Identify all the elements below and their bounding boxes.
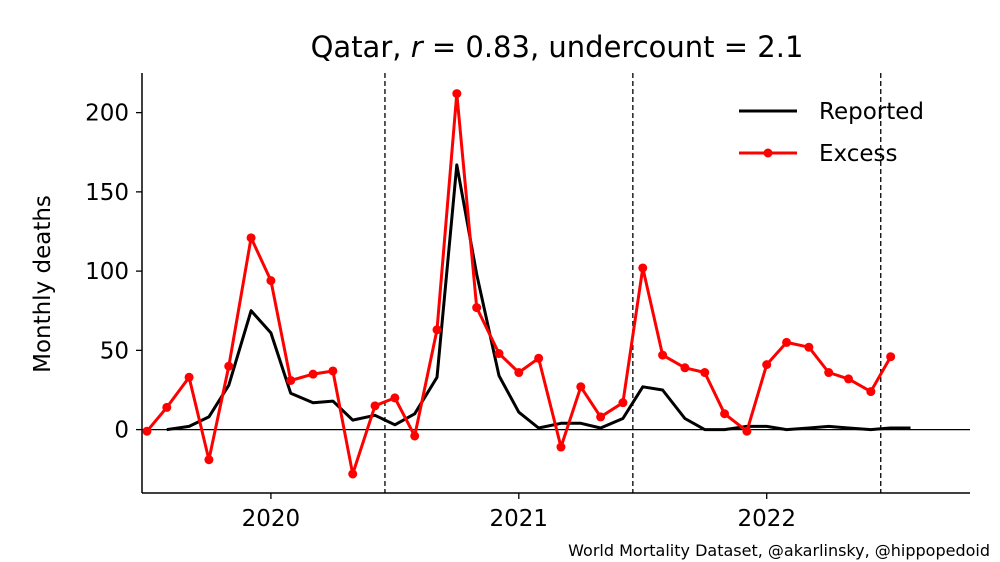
data-point-excess-14: [432, 325, 442, 335]
data-point-excess-25: [658, 350, 668, 360]
legend: Reported Excess: [739, 99, 924, 167]
y-tick-label-100: 100: [85, 259, 129, 285]
data-point-excess-4: [224, 361, 234, 371]
data-point-excess-18: [514, 368, 524, 378]
x-tick-label-2021: 2021: [490, 506, 549, 532]
data-point-excess-34: [844, 374, 854, 384]
data-point-excess-33: [824, 368, 834, 378]
data-point-excess-17: [494, 349, 504, 359]
data-point-excess-13: [410, 431, 420, 441]
credit-text: World Mortality Dataset, @akarlinsky, @h…: [568, 541, 990, 560]
data-point-excess-26: [680, 363, 690, 373]
data-point-excess-9: [328, 366, 338, 376]
data-point-excess-29: [742, 426, 752, 436]
legend-label-reported: Reported: [819, 99, 924, 125]
y-tick-label-0: 0: [114, 418, 129, 444]
data-point-excess-16: [472, 303, 482, 313]
y-tick-label-200: 200: [85, 101, 129, 127]
data-point-excess-19: [534, 353, 544, 363]
legend-label-excess: Excess: [819, 141, 898, 167]
series-line-reported: [166, 163, 911, 432]
data-point-excess-8: [308, 369, 318, 379]
data-point-excess-24: [638, 263, 648, 273]
data-point-excess-6: [266, 276, 276, 286]
data-point-excess-3: [204, 455, 214, 465]
data-point-excess-10: [348, 469, 358, 479]
data-point-excess-30: [762, 360, 772, 370]
y-tick-label-150: 150: [85, 180, 129, 206]
data-point-excess-21: [576, 382, 586, 392]
data-point-excess-28: [720, 409, 730, 419]
data-point-excess-1: [162, 402, 172, 412]
series-line-excess: [145, 92, 893, 476]
data-point-excess-2: [184, 372, 194, 382]
data-point-excess-36: [886, 352, 896, 362]
data-point-excess-7: [286, 375, 296, 385]
data-point-excess-15: [452, 89, 462, 99]
data-point-excess-31: [782, 337, 792, 347]
legend-marker-excess: [763, 148, 773, 158]
data-point-excess-22: [596, 412, 606, 422]
y-tick-label-50: 50: [100, 338, 129, 364]
x-tick-label-2022: 2022: [737, 506, 796, 532]
data-point-excess-27: [700, 368, 710, 378]
data-point-excess-12: [390, 393, 400, 403]
chart-title: Qatar, r = 0.83, undercount = 2.1: [311, 30, 804, 64]
y-axis-label: Monthly deaths: [30, 195, 56, 373]
data-point-excess-23: [618, 398, 628, 408]
data-point-excess-32: [804, 342, 814, 352]
data-point-excess-11: [370, 401, 380, 411]
data-point-excess-20: [556, 442, 566, 452]
x-tick-label-2020: 2020: [242, 506, 301, 532]
data-point-excess-5: [246, 233, 256, 243]
plot-area: 0 50 100 150 200 2020 2021 2022: [85, 73, 970, 532]
data-point-excess-35: [866, 387, 876, 397]
data-point-excess-0: [142, 426, 152, 436]
